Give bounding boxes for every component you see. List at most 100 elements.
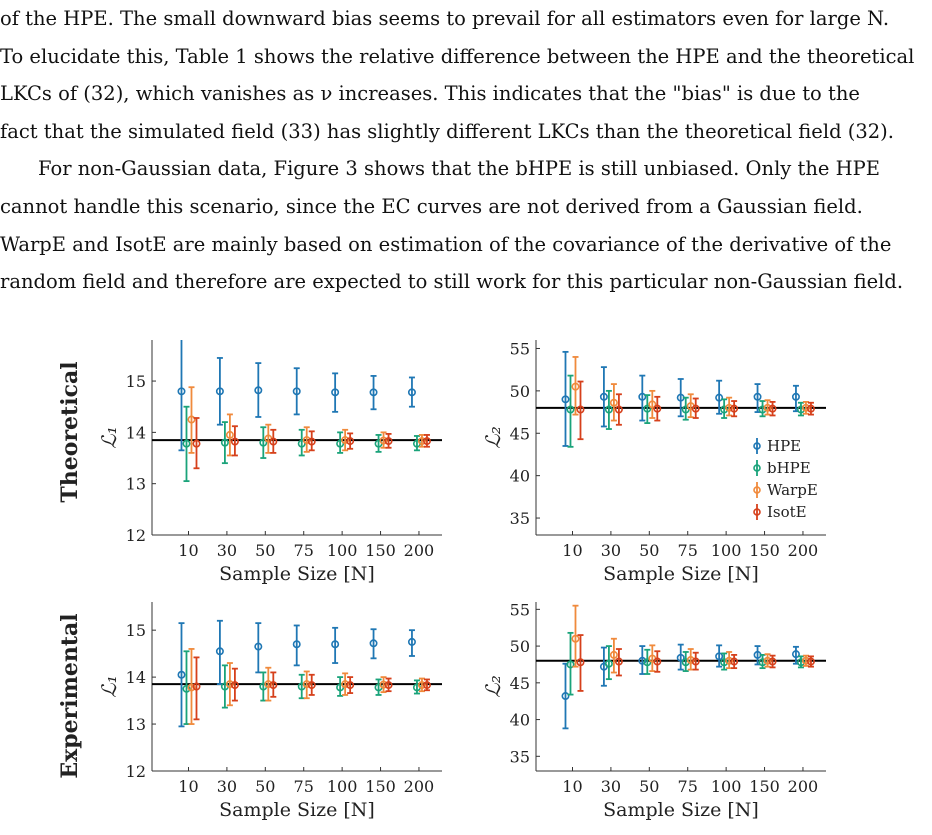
y-tick-label: 15 — [126, 621, 146, 640]
figure-estimator-comparison: Theoretical Experimental 12 13 14 15 10 30 50 7… — [0, 330, 932, 831]
data-point — [763, 656, 772, 665]
legend-label: HPE — [767, 437, 801, 455]
x-axis-label: Sample Size [N] — [219, 563, 375, 585]
data-point — [638, 392, 647, 401]
x-axis-label: Sample Size [N] — [219, 799, 375, 821]
data-point — [561, 692, 570, 701]
legend-marker — [753, 442, 761, 450]
data-point — [561, 395, 570, 404]
data-point — [571, 634, 580, 643]
x-tick-label: 200 — [404, 541, 435, 560]
legend: HPE bHPE WarpE IsotE — [753, 437, 818, 521]
data-point — [336, 439, 345, 448]
y-tick-label: 13 — [126, 715, 146, 734]
x-tick-label: 100 — [711, 777, 742, 796]
x-tick-label: 150 — [365, 777, 396, 796]
data-point — [331, 388, 340, 397]
data-point — [417, 681, 426, 690]
x-tick-label: 50 — [255, 541, 275, 560]
series-bhpe — [182, 650, 421, 725]
x-tick-label: 30 — [217, 777, 237, 796]
data-point — [796, 405, 805, 414]
data-point — [307, 681, 316, 690]
data-point — [566, 405, 575, 414]
x-tick-label: 10 — [562, 777, 582, 796]
x-tick-label: 75 — [294, 541, 314, 560]
data-point — [806, 404, 815, 413]
y-tick-label: 40 — [510, 467, 530, 486]
series-warpe — [187, 386, 426, 457]
data-point — [331, 640, 340, 649]
data-point — [177, 387, 186, 396]
x-tick-label: 75 — [678, 777, 698, 796]
data-point — [422, 437, 431, 446]
paragraph-2: For non-Gaussian data, Figure 3 shows th… — [0, 150, 932, 300]
data-point — [791, 650, 800, 659]
data-point — [302, 436, 311, 445]
x-tick-label: 50 — [639, 541, 659, 560]
series-isote — [192, 417, 431, 470]
data-point — [614, 405, 623, 414]
body-text: of the HPE. The small downward bias seem… — [0, 0, 932, 301]
data-point — [341, 436, 350, 445]
data-point — [686, 656, 695, 665]
data-point — [576, 405, 585, 414]
data-point — [720, 405, 729, 414]
series-isote — [576, 634, 815, 692]
x-tick-label: 50 — [639, 777, 659, 796]
x-tick-label: 10 — [178, 777, 198, 796]
data-point — [791, 392, 800, 401]
chart-panel-1: 12 13 14 15 10 30 50 75 100 150 200 Sample Size [N]… — [97, 340, 442, 585]
data-point — [638, 656, 647, 665]
data-point — [730, 657, 739, 666]
data-point — [730, 404, 739, 413]
data-point — [801, 656, 810, 665]
data-point — [691, 657, 700, 666]
chart-panel-4: 35 40 45 50 55 10 30 50 75 100 150 200 Sample Size [… — [481, 600, 826, 821]
data-point — [230, 437, 239, 446]
data-point — [182, 439, 191, 448]
data-point — [763, 403, 772, 412]
data-point — [614, 657, 623, 666]
data-point — [177, 670, 186, 679]
text-line: cannot handle this scenario, since the E… — [0, 194, 863, 218]
y-tick-label: 55 — [510, 339, 530, 358]
data-point — [566, 660, 575, 669]
x-tick-label: 100 — [327, 777, 358, 796]
data-point — [254, 386, 263, 395]
x-tick-label: 30 — [217, 541, 237, 560]
data-point — [576, 658, 585, 667]
y-tick-label: 35 — [510, 509, 530, 528]
y-tick-label: 45 — [510, 674, 530, 693]
data-point — [379, 436, 388, 445]
data-point — [609, 650, 618, 659]
data-point — [653, 404, 662, 413]
series-warpe — [187, 648, 426, 725]
text-line: of the HPE. The small downward bias seem… — [0, 7, 890, 30]
x-tick-label: 75 — [294, 777, 314, 796]
x-tick-label: 10 — [178, 541, 198, 560]
data-point — [604, 405, 613, 414]
data-point — [720, 658, 729, 667]
data-point — [758, 405, 767, 414]
series-hpe — [561, 350, 800, 447]
data-point — [215, 647, 224, 656]
data-point — [643, 658, 652, 667]
legend-label: IsotE — [767, 503, 807, 521]
text-line: random field and therefore are expected … — [0, 270, 904, 294]
data-point — [648, 400, 657, 409]
y-axis-label: ℒ₂ — [481, 426, 505, 448]
x-tick-label: 200 — [404, 777, 435, 796]
text-line: For non-Gaussian data, Figure 3 shows th… — [38, 157, 881, 181]
data-point — [346, 437, 355, 446]
series-hpe — [177, 619, 416, 728]
data-point — [269, 681, 278, 690]
data-point — [192, 439, 201, 448]
data-point — [768, 404, 777, 413]
data-point — [715, 393, 724, 402]
legend-marker — [753, 464, 761, 472]
x-tick-label: 150 — [365, 541, 396, 560]
data-point — [407, 637, 416, 646]
x-axis-label: Sample Size [N] — [603, 799, 759, 821]
legend-marker — [753, 508, 761, 516]
